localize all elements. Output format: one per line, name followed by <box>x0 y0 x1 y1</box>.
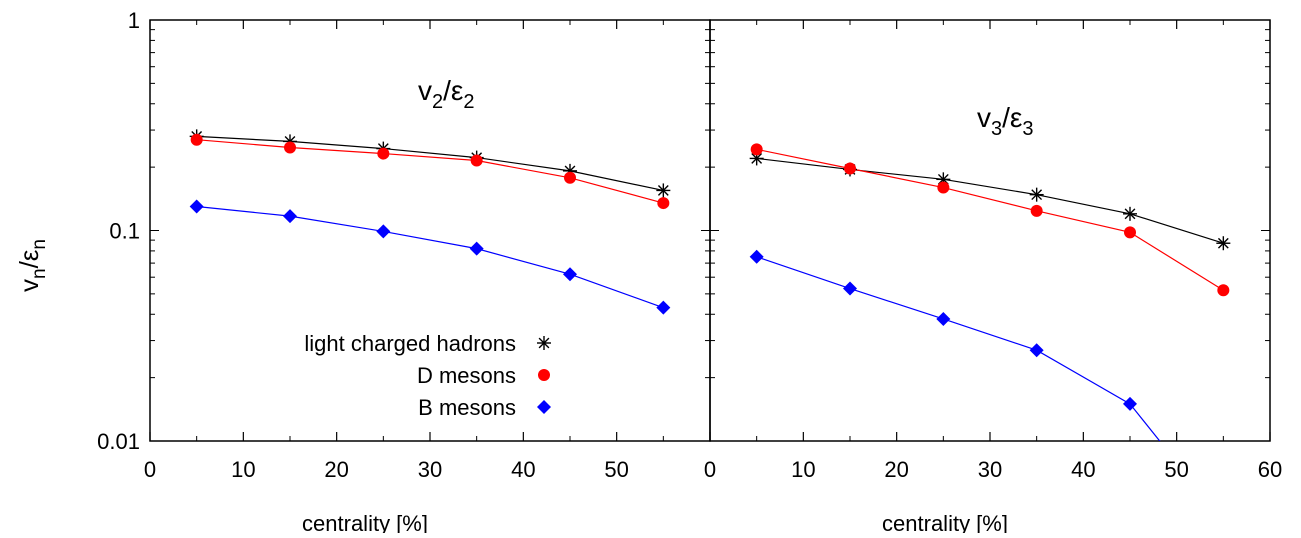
data-point-diamond <box>469 241 484 256</box>
ylabel-subscript: n <box>29 268 50 279</box>
annotation-main: v <box>977 102 991 133</box>
legend-label: light charged hadrons <box>304 331 516 356</box>
data-point-circle <box>1217 284 1230 297</box>
x-tick-label: 50 <box>604 457 628 482</box>
annotation-slash: / <box>443 75 451 106</box>
series-line-star <box>196 135 664 192</box>
ylabel-slash: / <box>14 260 44 268</box>
y-tick-label: 0.01 <box>97 429 140 454</box>
data-point-circle <box>284 141 296 154</box>
data-point-star <box>656 183 671 198</box>
data-point-star <box>1123 206 1137 221</box>
data-point-diamond <box>1029 343 1044 358</box>
star-stroke <box>1217 237 1229 249</box>
legend-marker-circle <box>538 369 550 381</box>
legend-label: B mesons <box>418 395 516 420</box>
data-point-star <box>749 151 764 166</box>
series-group <box>189 129 671 315</box>
x-tick-label: 20 <box>324 457 348 482</box>
data-point-diamond <box>189 199 204 214</box>
x-axis-label: centrality [%] <box>302 511 428 533</box>
star-stroke <box>538 337 550 349</box>
x-tick-label: 50 <box>1164 457 1188 482</box>
data-point-diamond <box>1123 396 1137 411</box>
ylabel-main: v <box>14 279 44 292</box>
annotation-epsilon-subscript: 3 <box>1022 118 1033 140</box>
x-tick-label: 60 <box>1258 457 1282 482</box>
x-tick-label: 10 <box>791 457 815 482</box>
x-tick-label: 20 <box>884 457 908 482</box>
data-point-circle <box>1030 204 1043 217</box>
data-point-circle <box>844 162 856 175</box>
x-tick-label: 30 <box>978 457 1002 482</box>
series-line-star <box>756 157 1224 244</box>
x-tick-label: 0 <box>144 457 156 482</box>
legend-label: D mesons <box>417 363 516 388</box>
x-tick-label: 0 <box>704 457 716 482</box>
data-point-star <box>1029 187 1044 202</box>
series-group <box>749 143 1231 441</box>
data-point-circle <box>564 171 576 184</box>
annotation-main: v <box>418 75 432 106</box>
y-axis-label: vn/εn <box>14 239 50 292</box>
annotation-subscript: 3 <box>991 118 1002 140</box>
star-stroke <box>1124 208 1136 220</box>
data-point-diamond <box>563 267 577 282</box>
panel-annotation: v3/ε3 <box>977 102 1034 140</box>
annotation-epsilon-subscript: 2 <box>463 91 474 113</box>
star-stroke <box>1031 189 1043 201</box>
series-line-diamond <box>196 205 664 309</box>
data-point-circle <box>377 147 390 160</box>
annotation-epsilon: ε <box>451 75 463 106</box>
data-point-circle <box>937 181 950 194</box>
x-tick-label: 10 <box>231 457 255 482</box>
data-point-star <box>1216 236 1231 251</box>
data-point-diamond <box>936 311 951 326</box>
data-point-diamond <box>376 224 391 239</box>
plot-frame <box>709 19 1271 442</box>
star-stroke <box>657 185 669 196</box>
x-tick-label: 40 <box>1071 457 1095 482</box>
panel-annotation: v2/ε2 <box>418 75 475 113</box>
x-axis-label: centrality [%] <box>882 511 1008 533</box>
data-point-circle <box>470 154 483 167</box>
data-point-diamond <box>656 300 671 315</box>
annotation-slash: / <box>1002 102 1010 133</box>
data-point-circle <box>190 133 203 146</box>
data-point-diamond <box>749 249 764 264</box>
legend-marker-diamond <box>537 400 551 414</box>
data-point-circle <box>750 143 763 156</box>
legend-marker-star <box>537 336 551 350</box>
x-tick-label: 30 <box>418 457 442 482</box>
x-tick-label: 40 <box>511 457 535 482</box>
series-line-circle <box>196 139 664 204</box>
legend: light charged hadrons D mesons B mesons <box>304 331 551 420</box>
y-tick-label: 0.1 <box>109 219 140 244</box>
y-tick-label: 1 <box>128 8 140 33</box>
series-line-circle <box>756 148 1224 291</box>
ylabel-epsilon: ε <box>14 249 44 261</box>
ylabel-epsilon-subscript: n <box>29 239 50 250</box>
data-point-circle <box>1124 226 1136 239</box>
data-point-diamond <box>283 209 297 224</box>
data-point-circle <box>657 197 670 210</box>
star-stroke <box>751 153 763 164</box>
data-point-diamond <box>843 281 857 296</box>
annotation-subscript: 2 <box>432 91 443 113</box>
annotation-epsilon: ε <box>1010 102 1022 133</box>
series-line-diamond <box>756 256 1161 441</box>
